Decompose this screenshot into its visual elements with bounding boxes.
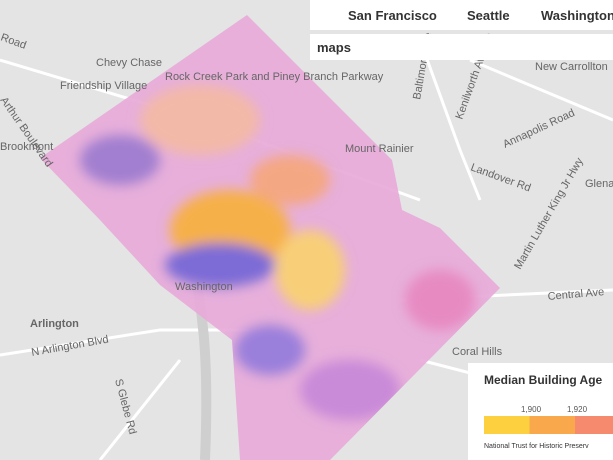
legend: Median Building Age 1,900 1,920 National… (468, 363, 613, 460)
place-label: Arthur Boulevard (0, 95, 55, 170)
place-label: New Carrollton (535, 61, 608, 73)
place-label: Washington (175, 281, 233, 293)
place-label: Annapolis Road (501, 107, 576, 151)
place-label: Arlington (30, 318, 79, 330)
nav-link[interactable]: Washington (541, 8, 613, 23)
place-label: Road (0, 32, 28, 52)
place-label: Mount Rainier (345, 143, 414, 155)
section-bar: maps (310, 34, 613, 60)
nav-link[interactable]: San Francisco (348, 8, 437, 23)
place-label: Glena (585, 178, 613, 190)
place-label: Friendship Village (60, 80, 147, 92)
nav-link[interactable]: Seattle (467, 8, 510, 23)
place-label: Coral Hills (452, 346, 503, 358)
place-label: S Glebe Rd (112, 378, 138, 436)
place-label: N Arlington Blvd (30, 334, 109, 359)
legend-title: Median Building Age (484, 373, 603, 387)
city-nav: San Francisco Seattle Washington (310, 0, 613, 30)
section-link[interactable]: maps (317, 40, 351, 55)
color-scale (484, 416, 613, 434)
age-patches (80, 85, 475, 420)
legend-tick: 1,900 (521, 405, 542, 414)
attribution: National Trust for Historic Preserv (484, 443, 589, 450)
place-label: Rock Creek Park and Piney Branch Parkway (165, 71, 384, 83)
place-label: Brookmont (0, 141, 53, 153)
place-label: Landover Rd (469, 162, 532, 195)
place-label: Central Ave (547, 286, 605, 303)
legend-tick: 1,920 (567, 405, 588, 414)
place-label: Chevy Chase (96, 57, 162, 69)
place-label: Martin Luther King Jr Hwy (512, 155, 586, 271)
